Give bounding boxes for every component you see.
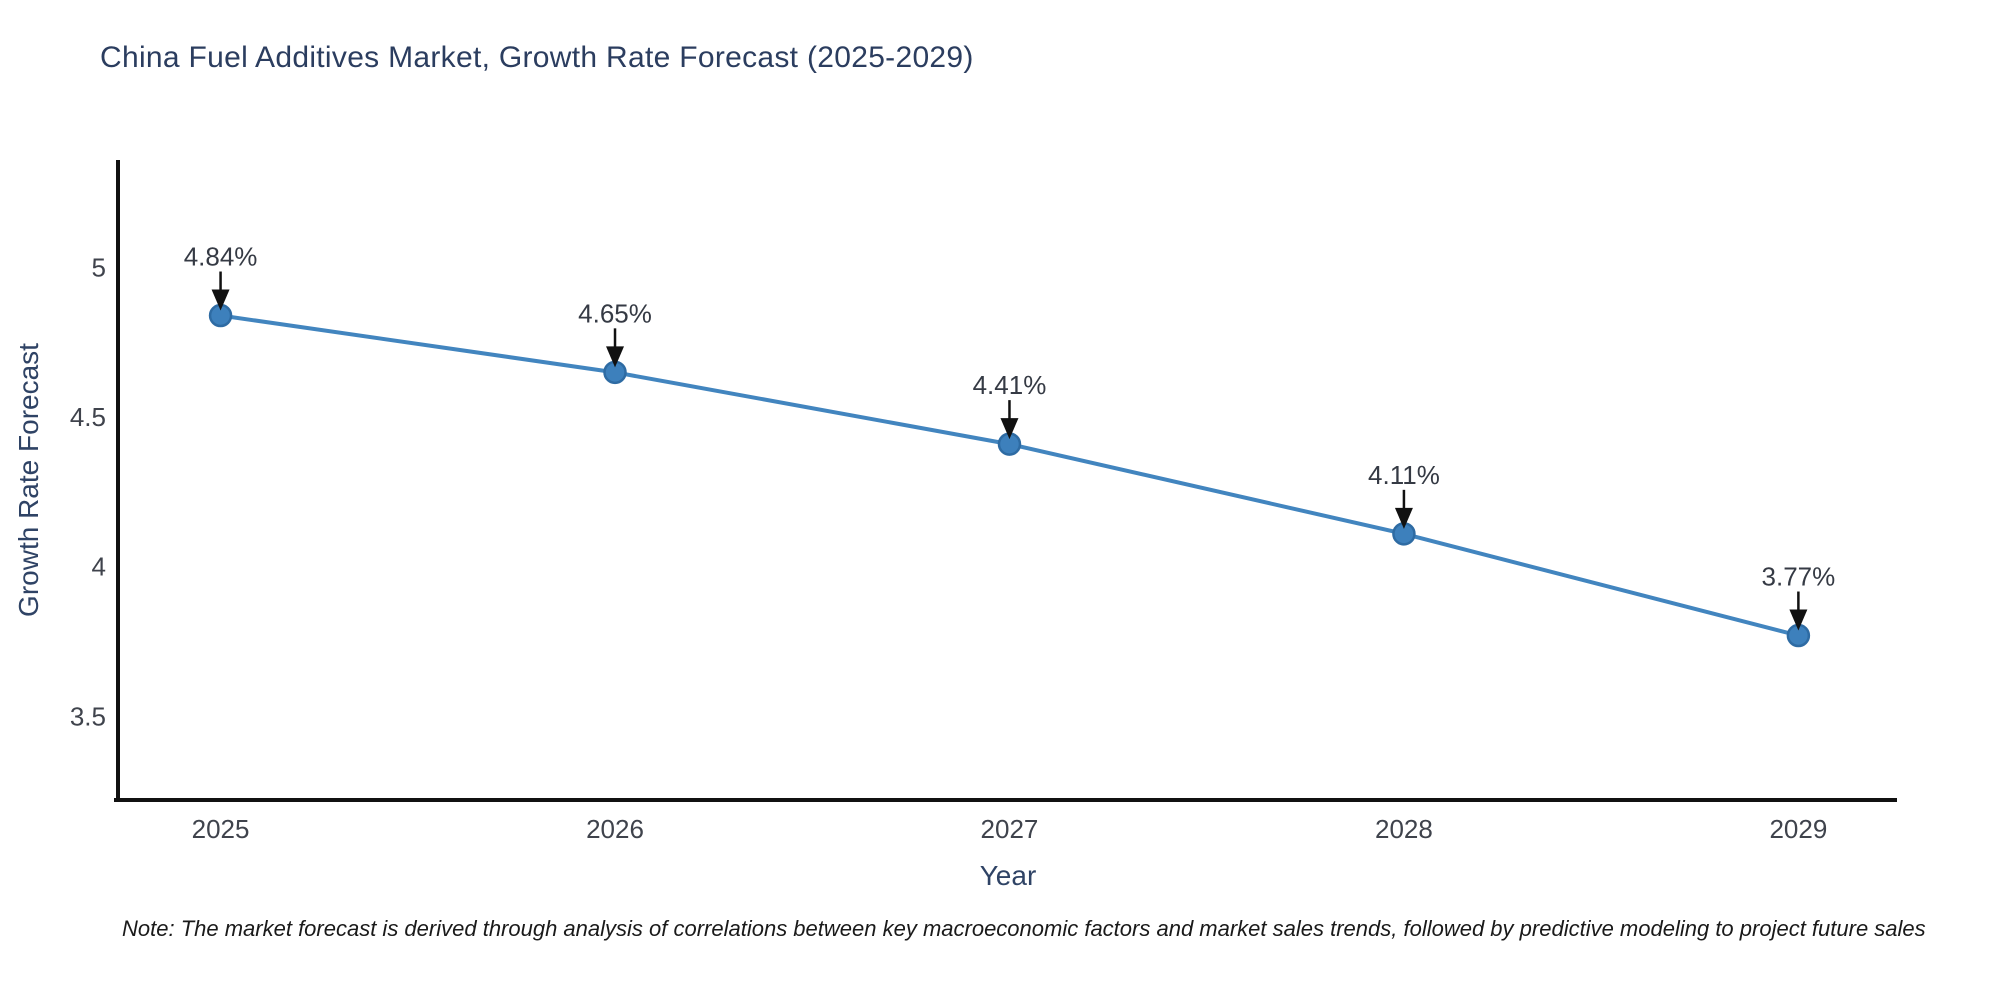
forecast-line — [218, 313, 1801, 638]
chart-title: China Fuel Additives Market, Growth Rate… — [100, 41, 974, 74]
annotation-arrowhead — [1789, 609, 1808, 631]
x-tick-label: 2029 — [1769, 814, 1827, 844]
x-axis-title: Year — [980, 860, 1037, 891]
x-tick-label: 2027 — [981, 814, 1039, 844]
annotation-arrowhead — [606, 346, 625, 368]
point-value-label: 4.84% — [184, 242, 258, 272]
y-tick-label: 4 — [92, 552, 106, 582]
y-tick-label: 3.5 — [70, 701, 106, 731]
annotation-arrowhead — [1394, 507, 1413, 529]
x-tick-label: 2025 — [192, 814, 250, 844]
point-value-label: 4.11% — [1368, 460, 1440, 490]
x-tick-label: 2026 — [586, 814, 644, 844]
point-value-label: 3.77% — [1762, 562, 1836, 592]
footnote: Note: The market forecast is derived thr… — [122, 916, 1926, 941]
y-axis-title: Growth Rate Forecast — [13, 343, 44, 617]
point-value-label: 4.65% — [578, 298, 652, 328]
x-tick-label: 2028 — [1375, 814, 1433, 844]
annotation-arrowhead — [211, 289, 230, 311]
y-tick-label: 5 — [92, 253, 106, 283]
y-tick-label: 4.5 — [70, 402, 106, 432]
annotation-arrowhead — [1000, 418, 1019, 440]
point-value-label: 4.41% — [973, 370, 1047, 400]
